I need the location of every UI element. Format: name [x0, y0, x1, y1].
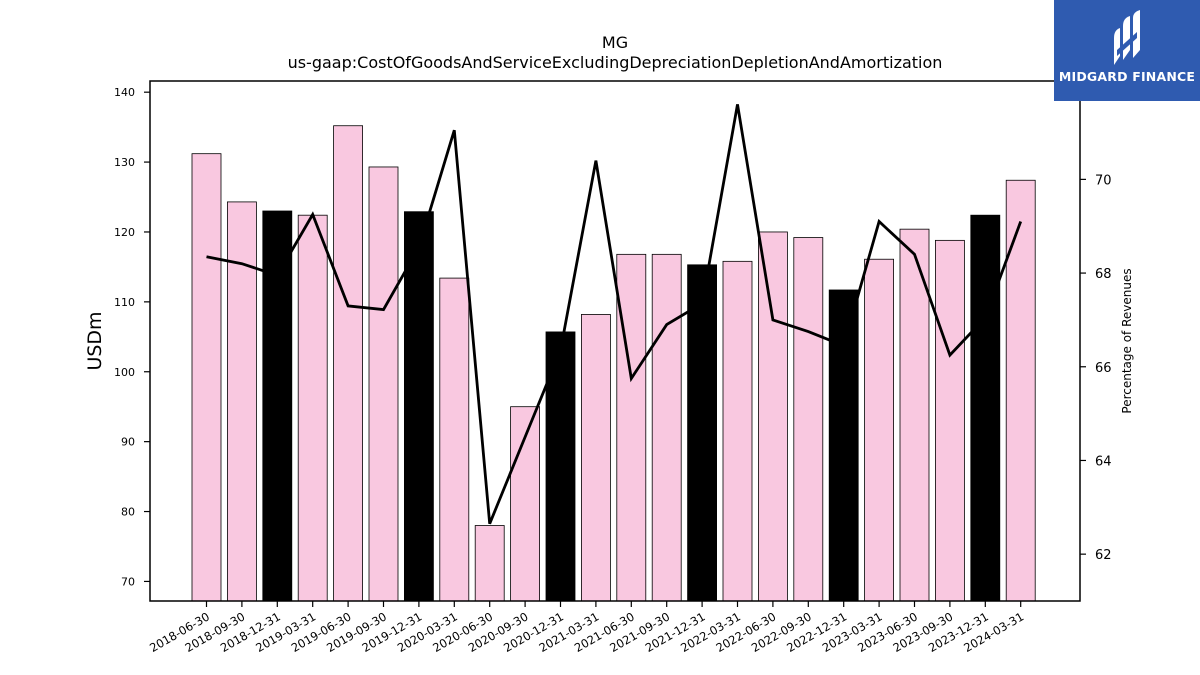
y2-axis-label: Percentage of Revenues — [1120, 268, 1134, 413]
y-tick-label: 110 — [114, 296, 135, 309]
y-tick-label: 120 — [114, 226, 135, 239]
bar-2019-03-31 — [297, 214, 328, 602]
bar-2021-03-31 — [581, 314, 611, 602]
bar-2022-09-30 — [793, 237, 824, 602]
bar-2023-03-31 — [864, 258, 894, 602]
bar-2022-03-31 — [722, 260, 753, 602]
x-axis: 2018-06-302018-09-302018-12-312019-03-31… — [147, 601, 1026, 655]
bar-2021-06-30 — [616, 253, 647, 602]
chart-title: MG — [602, 33, 628, 52]
bar-2023-06-30 — [899, 228, 930, 602]
y2-tick-label: 64 — [1095, 454, 1112, 469]
y-tick-label: 140 — [114, 86, 135, 99]
bar-2020-06-30 — [474, 525, 505, 602]
line-series — [206, 104, 1023, 525]
y-tick-label: 80 — [121, 506, 135, 519]
bar-2023-09-30 — [935, 239, 965, 602]
y2-tick-label: 66 — [1095, 361, 1112, 376]
y-tick-label: 90 — [121, 436, 135, 449]
y-axis-label: USDm — [84, 311, 106, 370]
bar-2018-12-31 — [262, 210, 293, 602]
y-tick-label: 130 — [114, 156, 135, 169]
bar-2020-03-31 — [439, 277, 470, 602]
bar-2022-06-30 — [758, 231, 788, 602]
y-tick-label: 100 — [114, 366, 135, 379]
y2-tick-label: 68 — [1095, 267, 1112, 282]
bar-2018-06-30 — [191, 153, 222, 602]
plot-frame — [149, 80, 1081, 602]
y2-tick-label: 62 — [1095, 548, 1112, 563]
bar-2019-09-30 — [368, 166, 399, 602]
y-tick-label: 70 — [121, 575, 135, 588]
bar-series — [191, 125, 1036, 602]
logo-text: MIDGARD FINANCE — [1058, 69, 1196, 84]
y2-tick-label: 70 — [1095, 173, 1112, 188]
chart-subtitle: us-gaap:CostOfGoodsAndServiceExcludingDe… — [288, 53, 943, 72]
bar-2019-06-30 — [333, 125, 364, 602]
percentage-line — [206, 104, 1023, 525]
y-axis-right: 62 64 66 68 70 — [1080, 173, 1112, 563]
y-axis-left: 70 80 90 100 110 120 130 140 — [114, 86, 150, 588]
bar-2023-12-31 — [970, 214, 1001, 602]
bar-2024-03-31 — [1005, 179, 1036, 602]
bar-2018-09-30 — [226, 201, 257, 602]
bar-2021-12-31 — [687, 264, 717, 602]
midgard-finance-logo: MIDGARD FINANCE — [1054, 0, 1200, 101]
bar-2019-12-31 — [403, 211, 434, 602]
bar-2021-09-30 — [651, 253, 682, 602]
bar-2022-12-31 — [828, 289, 859, 602]
midgard-logo-icon — [1114, 10, 1140, 65]
